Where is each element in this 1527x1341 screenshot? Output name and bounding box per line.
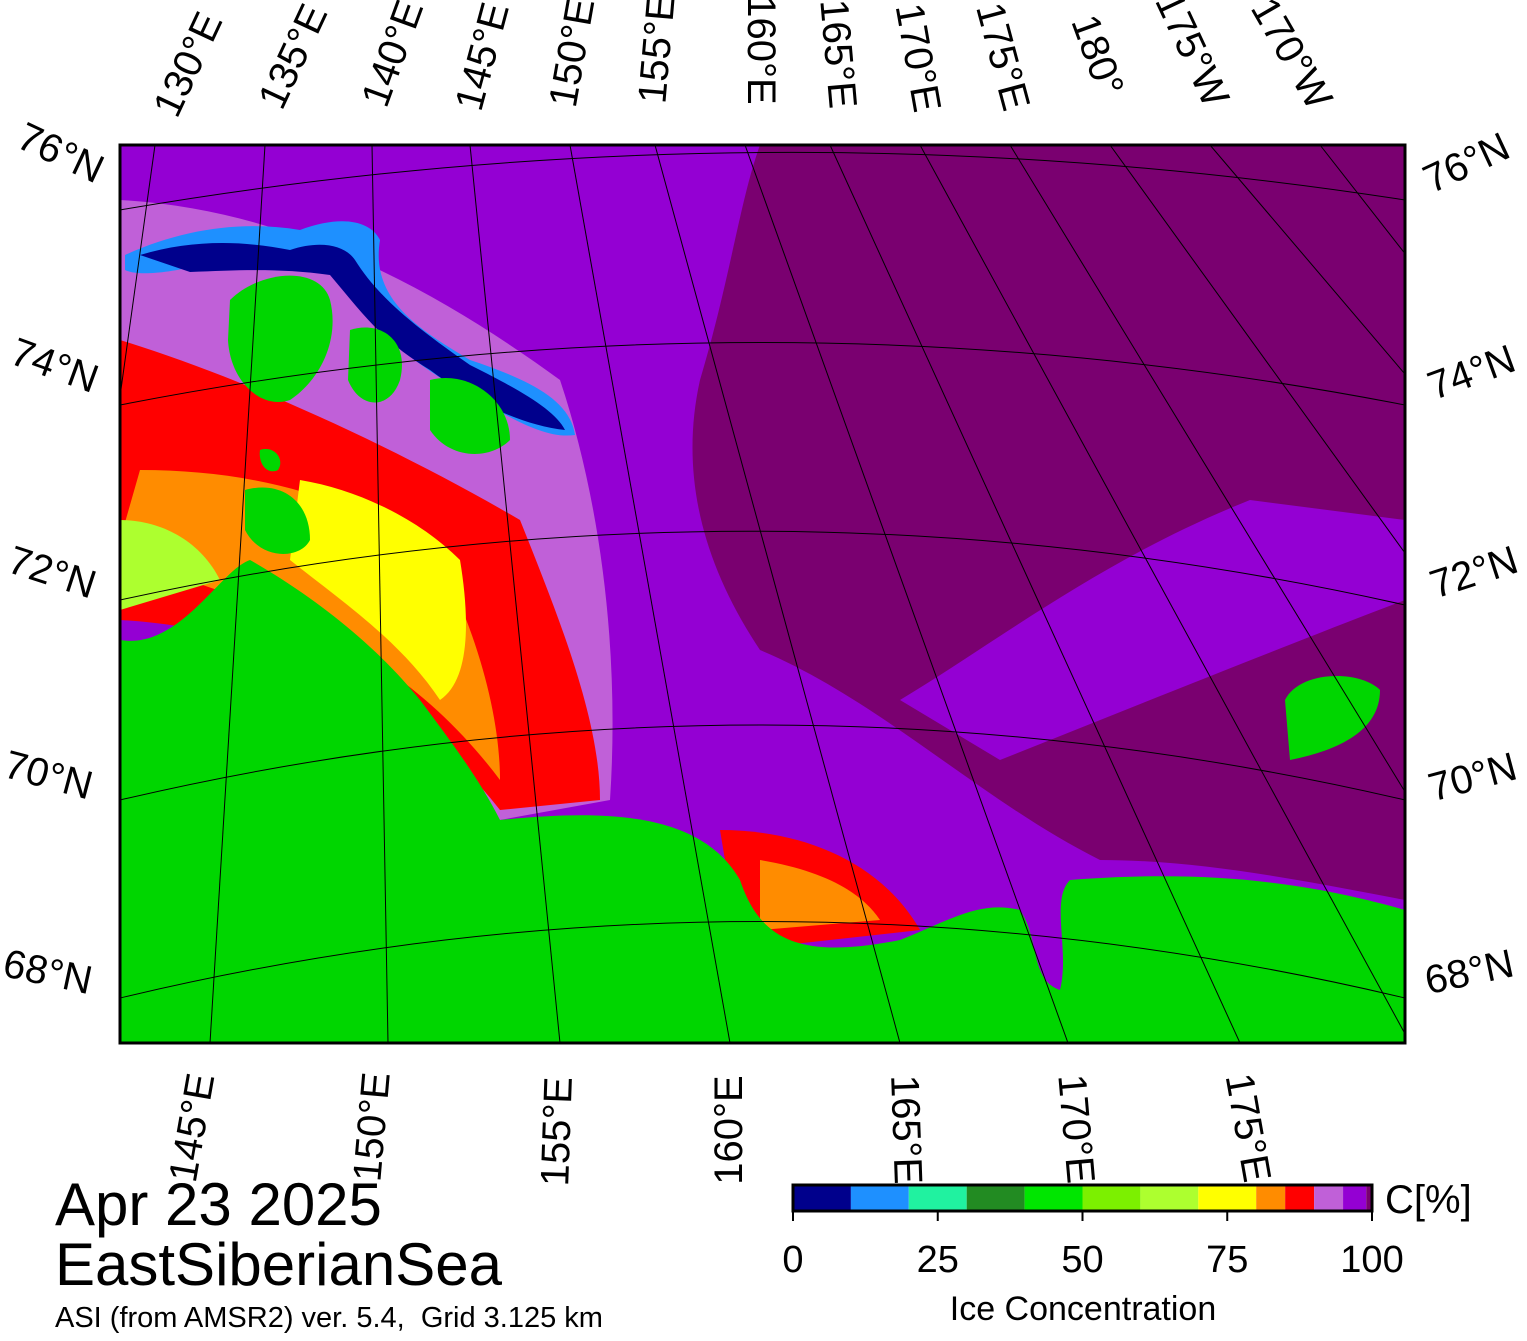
bottom-labels: 145°E 150°E 155°E 160°E 165°E 170°E 175°… xyxy=(161,1070,1279,1187)
lat-label: 72°N xyxy=(1425,538,1524,607)
lon-label: 150°E xyxy=(541,0,603,110)
lon-label: 160°E xyxy=(707,1075,751,1184)
thick-ice-region xyxy=(692,145,1405,900)
island xyxy=(430,378,510,454)
lon-label: 155°E xyxy=(533,1076,581,1187)
colorbar-segment xyxy=(1343,1185,1367,1211)
colorbar-segment xyxy=(1082,1185,1141,1211)
lon-label: 135°E xyxy=(250,0,336,115)
colorbar-segment xyxy=(1024,1185,1083,1211)
lon-label: 180° xyxy=(1062,9,1132,102)
island xyxy=(245,487,310,554)
colorbar-tick-label: 25 xyxy=(917,1239,959,1281)
lon-label: 160°E xyxy=(739,0,783,105)
lat-label: 70°N xyxy=(0,743,97,809)
colorbar-segment xyxy=(1366,1185,1372,1211)
lon-label: 175°W xyxy=(1146,0,1237,114)
left-labels: 76°N 74°N 72°N 70°N 68°N xyxy=(0,114,110,1003)
lon-label: 150°E xyxy=(345,1070,398,1183)
colorbar-tick-label: 75 xyxy=(1206,1239,1248,1281)
ice-band xyxy=(900,500,1405,760)
wrangel-island xyxy=(1285,676,1380,760)
map-body xyxy=(120,145,1405,1043)
island xyxy=(228,275,333,402)
lat-label: 70°N xyxy=(1424,745,1522,811)
right-labels: 76°N 74°N 72°N 70°N 68°N xyxy=(1417,124,1524,1003)
region: EastSiberianSea xyxy=(55,1231,503,1298)
lon-label: 145°E xyxy=(447,0,518,115)
lon-label: 145°E xyxy=(161,1070,223,1185)
colorbar-segment xyxy=(1256,1185,1286,1211)
colorbar-segment xyxy=(1140,1185,1199,1211)
lon-label: 140°E xyxy=(353,0,432,112)
date: Apr 23 2025 xyxy=(55,1171,382,1238)
lon-label: 165°E xyxy=(882,1074,930,1185)
colorbar-segment xyxy=(1198,1185,1257,1211)
colorbar-segment xyxy=(793,1185,851,1211)
lon-label: 170°E xyxy=(1049,1072,1102,1185)
lon-label: 155°E xyxy=(630,0,683,105)
source: ASI (from AMSR2) ver. 5.4, Grid 3.125 km xyxy=(55,1302,603,1334)
lat-label: 74°N xyxy=(1422,337,1521,409)
colorbar-segment xyxy=(908,1185,967,1211)
lon-label: 165°E xyxy=(811,0,864,110)
lat-label: 68°N xyxy=(1421,941,1518,1003)
low-ice-yellow xyxy=(290,480,466,700)
lat-label: 74°N xyxy=(5,330,104,402)
colorbar-segment xyxy=(966,1185,1025,1211)
colorbar-segment xyxy=(1314,1185,1344,1211)
colorbar-title: Ice Concentration xyxy=(950,1290,1217,1328)
map-frame xyxy=(118,143,1407,1045)
lon-label: 175°E xyxy=(967,0,1038,115)
lon-label: 130°E xyxy=(145,6,231,124)
lon-label: 170°W xyxy=(1242,0,1340,117)
top-labels: 130°E 135°E 140°E 145°E 150°E 155°E 160°… xyxy=(145,0,1340,123)
low-ice-green xyxy=(120,520,220,610)
colorbar-tick-label: 100 xyxy=(1340,1239,1403,1281)
colorbar-tick-label: 0 xyxy=(782,1239,803,1281)
colorbar-segment xyxy=(1285,1185,1315,1211)
polynya-orange xyxy=(760,860,880,930)
lat-label: 76°N xyxy=(11,114,111,192)
graticule xyxy=(120,145,1405,1043)
lat-label: 72°N xyxy=(3,538,102,607)
lat-label: 76°N xyxy=(1417,124,1517,202)
lon-label: 175°E xyxy=(1217,1070,1279,1185)
colorbar-tick-label: 50 xyxy=(1061,1239,1103,1281)
colorbar-unit: C[%] xyxy=(1385,1178,1472,1222)
colorbar: C[%] Ice Concentration 0 25 50 75 100 xyxy=(782,1178,1471,1328)
land xyxy=(120,560,1405,1043)
colorbar-segment xyxy=(850,1185,909,1211)
lon-label: 170°E xyxy=(887,0,949,115)
island xyxy=(259,449,281,472)
lat-label: 68°N xyxy=(0,941,96,1003)
